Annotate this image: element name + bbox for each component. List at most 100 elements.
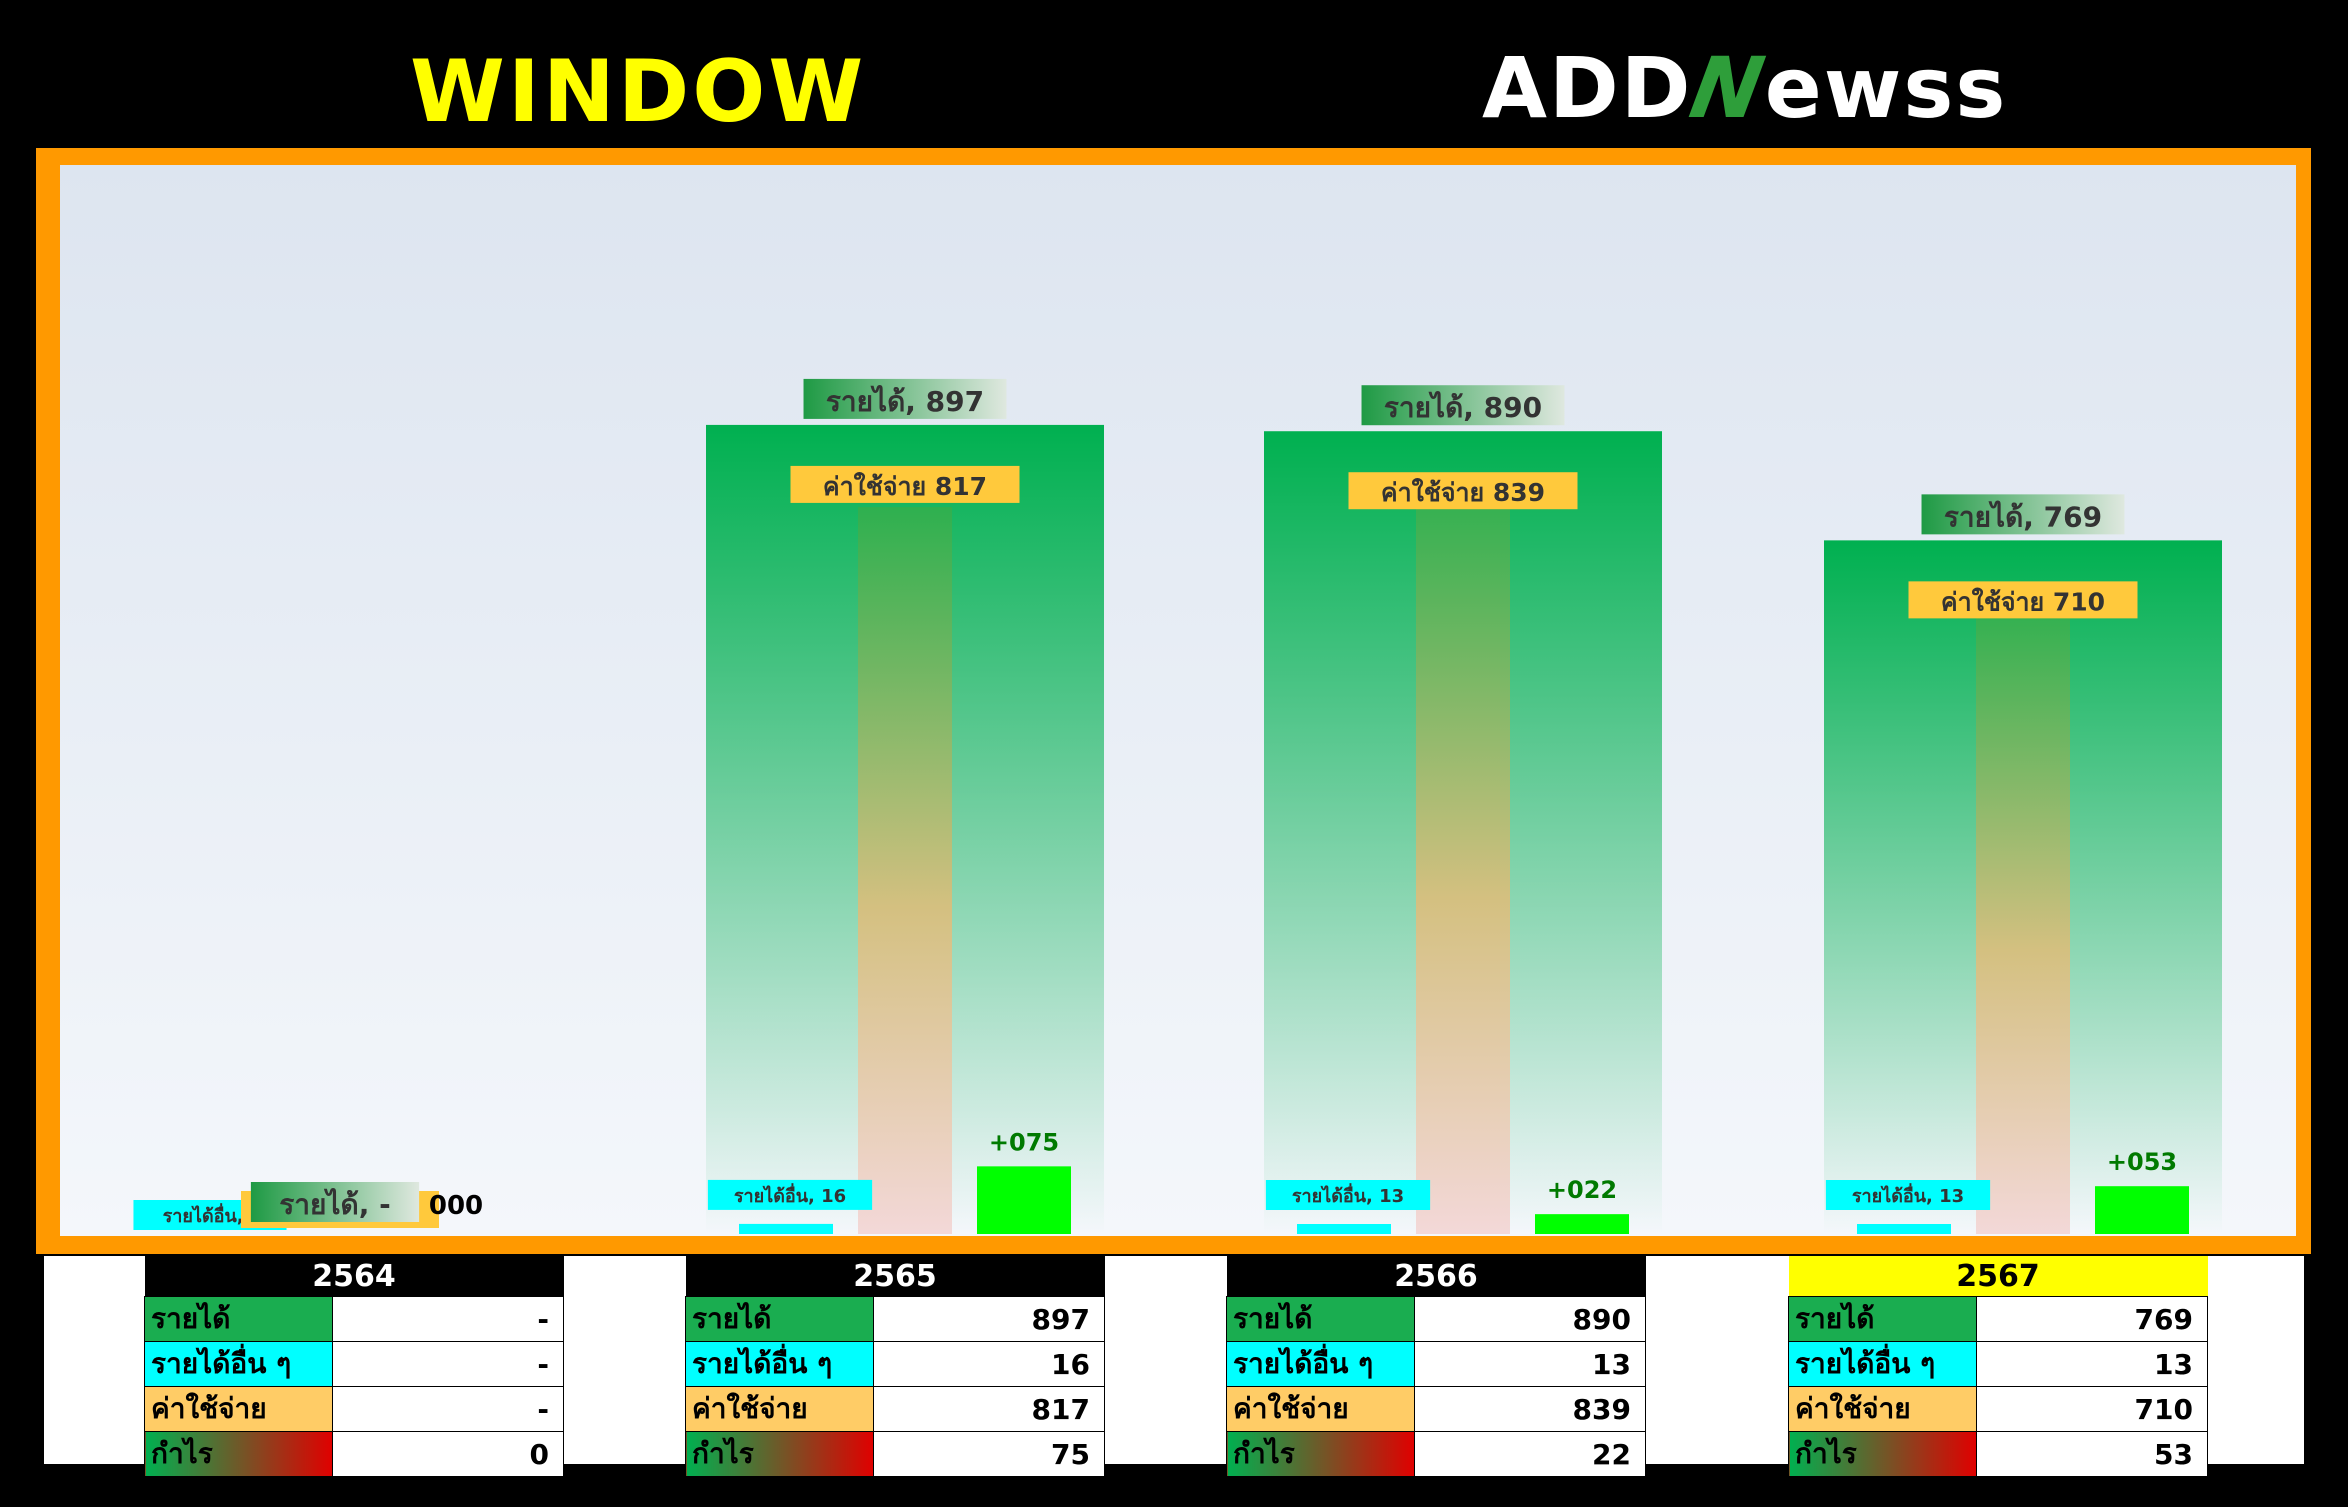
row-label: รายได้อื่น ๆ (144, 1341, 333, 1387)
other-income-bar (1857, 1224, 1951, 1234)
row-label: รายได้อื่น ๆ (1788, 1341, 1977, 1387)
expense-bar (1416, 487, 1510, 1234)
table-row: กำไร 75 (685, 1431, 1105, 1477)
brand-n: N (1683, 39, 1774, 137)
row-value: 16 (873, 1341, 1105, 1387)
row-value: 0 (332, 1431, 564, 1477)
profit-label-group: +022 (1547, 1176, 1617, 1204)
summary-table-2567: 2567 รายได้ 769 รายได้อื่น ๆ 13 ค่าใช้จ่าย 710… (1788, 1256, 2208, 1477)
page-title: WINDOW (410, 42, 867, 142)
table-row: รายได้อื่น ๆ- (144, 1341, 564, 1387)
row-label: ค่าใช้จ่าย (144, 1386, 333, 1432)
other-income-label-group: รายได้อื่น, 16 (707, 1179, 873, 1210)
row-label: รายได้อื่น ๆ (685, 1341, 874, 1387)
table-row: รายได้อื่น ๆ 13 (1226, 1341, 1646, 1387)
row-value: 890 (1414, 1296, 1646, 1342)
other-income-bar (1297, 1224, 1391, 1234)
table-year-header: 2565 (685, 1256, 1105, 1297)
row-value: 817 (873, 1386, 1105, 1432)
revenue-label-group: รายได้, - (250, 1182, 420, 1222)
row-label: รายได้ (1226, 1296, 1415, 1342)
revenue-label-bg (803, 378, 1007, 419)
row-value: 75 (873, 1431, 1105, 1477)
table-row: รายได้ 769 (1788, 1296, 2208, 1342)
plot-area: รายได้อื่น, -ค่าใช้จ่าย -รายได้, -000ราย… (60, 165, 2296, 1236)
other-income-label-bg (707, 1179, 873, 1210)
row-value: 839 (1414, 1386, 1646, 1432)
row-value: - (332, 1386, 564, 1432)
expense-bar (1976, 603, 2070, 1234)
row-value: - (332, 1296, 564, 1342)
row-label: กำไร (1788, 1431, 1977, 1477)
row-label: รายได้ (144, 1296, 333, 1342)
profit-bar (977, 1166, 1071, 1234)
brand-suffix: ewss (1764, 39, 2008, 137)
other-income-label: รายได้อื่น, 16 (734, 1183, 846, 1207)
table-row: กำไร 22 (1226, 1431, 1646, 1477)
expense-label-group: ค่าใช้จ่าย 839 (1348, 472, 1578, 510)
profit-label: +053 (2107, 1148, 2177, 1176)
revenue-label: รายได้, 897 (826, 385, 984, 418)
row-value: 897 (873, 1296, 1105, 1342)
profit-bar (1535, 1214, 1629, 1234)
table-row: ค่าใช้จ่าย - (144, 1386, 564, 1432)
other-income-label-bg (1825, 1180, 1991, 1210)
table-row: ค่าใช้จ่าย 817 (685, 1386, 1105, 1432)
other-income-bar (739, 1223, 833, 1234)
revenue-label-bg (250, 1182, 420, 1222)
summary-table-2564: 2564 รายได้ - รายได้อื่น ๆ - ค่าใช้จ่าย - กำไร 0 (144, 1256, 564, 1477)
row-value: 769 (1976, 1296, 2208, 1342)
chart-frame: รายได้อื่น, -ค่าใช้จ่าย -รายได้, -000ราย… (36, 148, 2311, 1254)
other-income-label-group: รายได้อื่น, 13 (1265, 1180, 1431, 1210)
table-year-header: 2567 (1788, 1256, 2208, 1297)
table-row: ค่าใช้จ่าย 839 (1226, 1386, 1646, 1432)
table-row: กำไร 0 (144, 1431, 564, 1477)
summary-tables: 2564 รายได้ - รายได้อื่น ๆ - ค่าใช้จ่าย - กำไร 0… (44, 1256, 2304, 1477)
table-row: ค่าใช้จ่าย 710 (1788, 1386, 2208, 1432)
profit-label: +075 (989, 1128, 1059, 1156)
revenue-label-group: รายได้, 890 (1361, 385, 1565, 426)
profit-bar (2095, 1186, 2189, 1234)
expense-bar (858, 507, 952, 1234)
table-row: รายได้ 890 (1226, 1296, 1646, 1342)
other-income-label-bg (1265, 1180, 1431, 1210)
revenue-label: รายได้, - (279, 1188, 390, 1221)
revenue-label-bg (1361, 385, 1565, 426)
other-income-label: รายได้อื่น, 13 (1852, 1183, 1964, 1207)
expense-label: ค่าใช้จ่าย 710 (1941, 586, 2105, 616)
profit-label: 000 (429, 1191, 483, 1221)
bar-chart: รายได้อื่น, -ค่าใช้จ่าย -รายได้, -000ราย… (133, 378, 2222, 1235)
row-value: 22 (1414, 1431, 1646, 1477)
other-income-label: รายได้อื่น, 13 (1292, 1183, 1404, 1207)
row-value: - (332, 1341, 564, 1387)
summary-table-2565: 2565 รายได้ 897 รายได้อื่น ๆ 16 ค่าใช้จ่าย 817… (685, 1256, 1105, 1477)
expense-label-bg (1908, 581, 2138, 619)
row-value: 13 (1976, 1341, 2208, 1387)
expense-label-bg (790, 465, 1020, 503)
row-label: ค่าใช้จ่าย (1788, 1386, 1977, 1432)
row-value: 53 (1976, 1431, 2208, 1477)
row-label: รายได้ (1788, 1296, 1977, 1342)
profit-label: +022 (1547, 1176, 1617, 1204)
row-label: กำไร (685, 1431, 874, 1477)
revenue-label-group: รายได้, 897 (803, 378, 1007, 419)
expense-label-group: ค่าใช้จ่าย 710 (1908, 581, 2138, 619)
table-row: รายได้ 897 (685, 1296, 1105, 1342)
table-row: รายได้ - (144, 1296, 564, 1342)
table-year-header: 2566 (1226, 1256, 1646, 1297)
row-label: ค่าใช้จ่าย (1226, 1386, 1415, 1432)
row-value: 13 (1414, 1341, 1646, 1387)
profit-label-group: 000 (429, 1191, 483, 1221)
summary-table-2566: 2566 รายได้ 890 รายได้อื่น ๆ 13 ค่าใช้จ่าย 839… (1226, 1256, 1646, 1477)
other-income-label-group: รายได้อื่น, 13 (1825, 1180, 1991, 1210)
table-row: กำไร 53 (1788, 1431, 2208, 1477)
revenue-label: รายได้, 890 (1384, 391, 1542, 424)
expense-label-bg (1348, 472, 1578, 510)
revenue-label-bg (1921, 494, 2125, 535)
table-row: รายได้อื่น ๆ 16 (685, 1341, 1105, 1387)
expense-label-group: ค่าใช้จ่าย 817 (790, 465, 1020, 503)
table-year-header: 2564 (144, 1256, 564, 1297)
brand-prefix: ADD (1482, 39, 1693, 137)
table-row: รายได้อื่น ๆ 13 (1788, 1341, 2208, 1387)
